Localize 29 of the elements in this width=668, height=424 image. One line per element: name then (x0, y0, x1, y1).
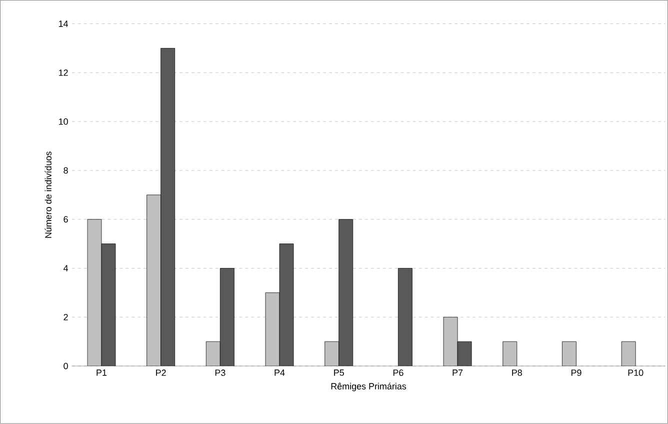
x-tick-label: P7 (452, 370, 463, 376)
x-tick-label: P5 (334, 370, 344, 376)
x-tick-label: P6 (393, 370, 404, 376)
bar (220, 268, 234, 366)
x-axis-title: Rêmiges Primárias (331, 382, 406, 392)
x-tick-label: P3 (215, 370, 226, 376)
bar (621, 341, 636, 366)
bar (562, 341, 576, 366)
x-tick-label: P10 (628, 370, 644, 376)
x-tick-label: P2 (156, 370, 166, 376)
x-tick-label: P8 (512, 370, 522, 376)
y-tick-label: 14 (58, 20, 68, 27)
y-tick-label: 0 (64, 362, 68, 370)
bar (338, 219, 354, 366)
y-tick-label: 8 (64, 167, 68, 174)
x-tick-label: P1 (96, 370, 107, 376)
bar (160, 48, 176, 366)
x-tick-label: P9 (571, 370, 582, 376)
x-tick-label: P4 (274, 370, 285, 376)
y-tick-label: 2 (64, 314, 68, 320)
bar (101, 244, 116, 366)
bar (398, 268, 412, 366)
y-tick-label: 6 (64, 216, 68, 223)
bar (279, 244, 294, 366)
y-tick-label: 4 (63, 265, 68, 272)
y-tick-label: 10 (58, 118, 68, 125)
y-axis-title: Número de indivíduos (44, 152, 52, 238)
bar (502, 341, 518, 366)
y-tick-label: 12 (58, 70, 68, 76)
